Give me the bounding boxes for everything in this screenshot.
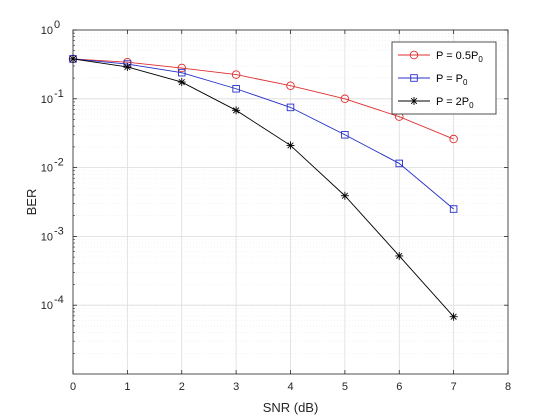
data-point (123, 62, 132, 71)
legend-item-2: P = P0 (398, 73, 468, 87)
data-point (395, 251, 404, 260)
data-point (449, 312, 458, 321)
y-tick-exponent: -1 (54, 88, 64, 100)
legend-item-3: P = 2P0 (398, 96, 474, 110)
legend-item-1: P = 0.5P0 (398, 50, 483, 64)
data-point (177, 78, 186, 87)
data-point (177, 68, 186, 77)
minor-grid (73, 32, 508, 354)
series-line (72, 58, 454, 318)
x-tick-label: 8 (505, 381, 511, 393)
data-point (410, 97, 418, 105)
series-line (72, 58, 454, 210)
y-axis-label: BER (24, 189, 39, 216)
y-tick-exponent: -2 (54, 157, 64, 169)
x-axis-label: SNR (dB) (263, 400, 319, 415)
legend-label: P = P0 (436, 73, 468, 87)
y-tick-label: 10 (41, 231, 53, 243)
series-line (72, 58, 454, 140)
data-point (409, 50, 419, 60)
data-point (449, 134, 458, 144)
x-tick-label: 3 (233, 381, 239, 393)
x-tick-label: 7 (451, 381, 457, 393)
y-tick-label: 10 (41, 25, 53, 37)
legend-label: P = 2P0 (436, 96, 474, 110)
data-point (410, 74, 418, 82)
x-tick-label: 5 (342, 381, 348, 393)
x-tick-label: 0 (70, 381, 76, 393)
y-tick-label: 10 (41, 94, 53, 106)
data-point (395, 159, 404, 168)
data-point (341, 131, 349, 139)
data-point (449, 205, 458, 213)
x-tick-label: 4 (287, 381, 293, 393)
data-point (340, 94, 350, 104)
data-point (69, 54, 77, 63)
data-point (177, 63, 186, 73)
data-point (286, 103, 295, 112)
y-tick-exponent: 0 (54, 19, 60, 31)
data-point (232, 106, 241, 115)
data-point (286, 81, 295, 90)
x-tick-label: 1 (124, 381, 130, 393)
x-tick-label: 6 (396, 381, 402, 393)
y-tick-exponent: -3 (54, 225, 64, 237)
y-tick-exponent: -4 (54, 294, 64, 306)
legend-label: P = 0.5P0 (436, 50, 483, 64)
data-point (231, 70, 241, 79)
data-point (232, 84, 240, 93)
x-tick-label: 2 (179, 381, 185, 393)
data-point (340, 191, 349, 200)
data-point (286, 141, 295, 150)
y-tick-label: 10 (41, 300, 53, 312)
series-3 (69, 54, 458, 321)
y-tick-label: 10 (41, 163, 53, 175)
legend: P = 0.5P0 P = P0 P = 2P0 (391, 41, 497, 115)
